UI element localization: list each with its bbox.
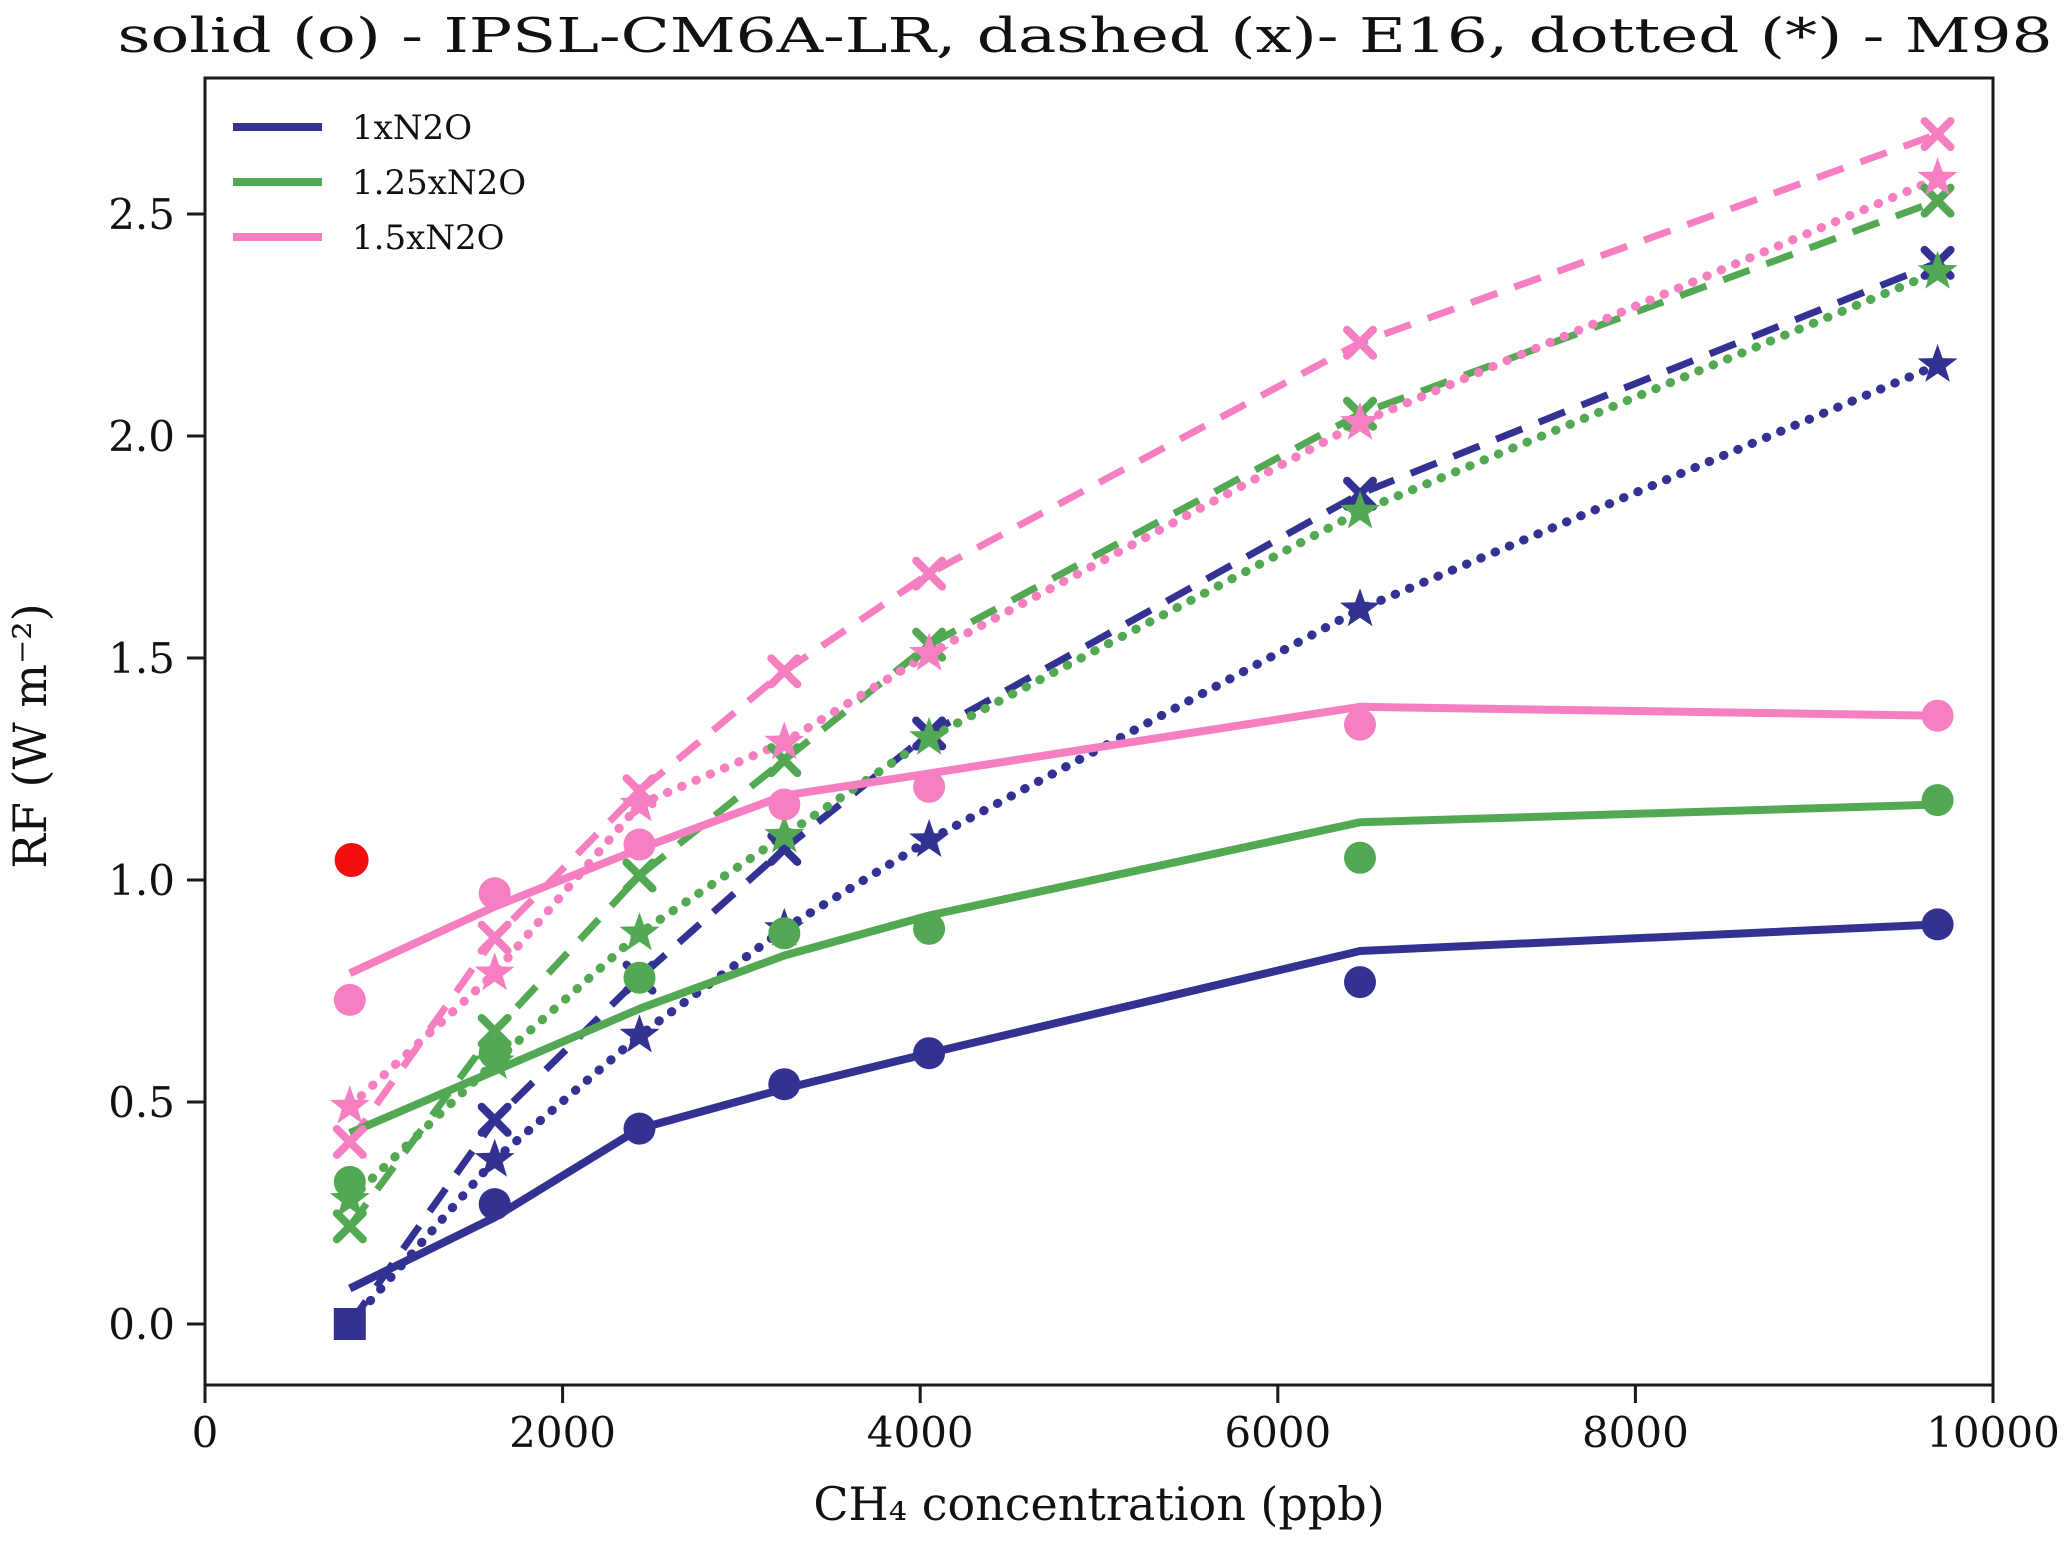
- y-tick-label: 2.5: [108, 190, 175, 239]
- y-tick-label: 1.5: [108, 634, 175, 683]
- star-marker: [1340, 588, 1380, 627]
- circle-marker: [913, 1037, 946, 1070]
- y-tick-label: 0.5: [108, 1078, 175, 1127]
- star-marker: [764, 814, 805, 853]
- x-tick-label: 8000: [1582, 1408, 1689, 1457]
- star-marker: [1917, 344, 1958, 382]
- circle-marker: [478, 1188, 511, 1221]
- x-marker: [1920, 117, 1955, 152]
- navy-zero-square: [333, 1308, 366, 1340]
- red-dot: [334, 843, 369, 877]
- circle-marker: [623, 961, 656, 994]
- y-tick-label: 0.0: [108, 1300, 175, 1349]
- x-marker: [477, 920, 512, 955]
- x-tick-label: 0: [192, 1408, 219, 1457]
- x-tick-label: 2000: [509, 1408, 616, 1457]
- star-marker: [619, 912, 660, 951]
- circle-marker: [1344, 708, 1376, 741]
- circle-marker: [1344, 966, 1376, 999]
- x-marker: [332, 1124, 367, 1159]
- x-marker: [767, 654, 802, 689]
- circle-marker: [1921, 699, 1954, 732]
- star-marker: [1917, 157, 1958, 196]
- legend-label-1.5xN2O: 1.5xN2O: [352, 218, 505, 258]
- x-marker: [477, 1013, 512, 1048]
- circle-marker: [1344, 841, 1376, 874]
- star-marker: [909, 632, 950, 671]
- y-axis-label: RF (W m⁻²): [3, 603, 57, 868]
- star-marker: [474, 952, 515, 991]
- chart-title: solid (o) - IPSL-CM6A-LR, dashed (x)- E1…: [118, 8, 2053, 64]
- circle-marker: [478, 1037, 511, 1070]
- x-marker: [477, 1102, 512, 1137]
- series-1.25xN2O-solid-IPSL-line: [348, 800, 1938, 1137]
- y-tick-label: 2.0: [108, 412, 175, 461]
- circle-marker: [478, 877, 511, 910]
- legend: 1xN2O 1.25xN2O 1.5xN2O: [233, 108, 526, 258]
- star-marker: [909, 716, 950, 755]
- circle-marker: [1921, 784, 1954, 817]
- marker-layer: [329, 117, 1958, 1340]
- circle-marker: [623, 1112, 656, 1145]
- x-axis-label: CH₄ concentration (ppb): [813, 1477, 1384, 1531]
- legend-label-1.25xN2O: 1.25xN2O: [352, 163, 526, 203]
- x-tick-label: 4000: [867, 1408, 974, 1457]
- star-marker: [1917, 250, 1958, 289]
- circle-marker: [1921, 908, 1954, 941]
- circle-marker: [913, 912, 946, 945]
- star-marker: [1340, 401, 1380, 440]
- star-marker: [1340, 490, 1380, 529]
- circle-marker: [768, 917, 801, 950]
- circle-marker: [913, 770, 946, 803]
- circle-marker: [333, 1165, 366, 1198]
- circle-marker: [768, 788, 801, 821]
- x-tick-label: 6000: [1224, 1408, 1331, 1457]
- x-marker: [1343, 325, 1378, 360]
- x-marker: [622, 858, 657, 893]
- star-marker: [474, 1138, 515, 1177]
- star-marker: [619, 1014, 660, 1053]
- y-tick-label: 1.0: [108, 856, 175, 905]
- x-tick-label: 10000: [1926, 1408, 2060, 1457]
- circle-marker: [333, 983, 366, 1016]
- circle-marker: [623, 828, 656, 861]
- star-marker: [909, 819, 950, 857]
- star-marker: [329, 1085, 370, 1124]
- star-marker: [619, 783, 660, 822]
- axis-tick-layer: 0 2000 4000 6000 8000 10000 0.0 0.5 1.0 1.5 2.0 2.5: [108, 190, 2060, 1457]
- legend-label-1xN2O: 1xN2O: [352, 108, 472, 148]
- circle-marker: [768, 1068, 801, 1101]
- plot-frame: [203, 76, 1995, 1387]
- star-marker: [764, 721, 805, 760]
- x-marker: [912, 556, 947, 591]
- x-marker: [332, 1209, 367, 1244]
